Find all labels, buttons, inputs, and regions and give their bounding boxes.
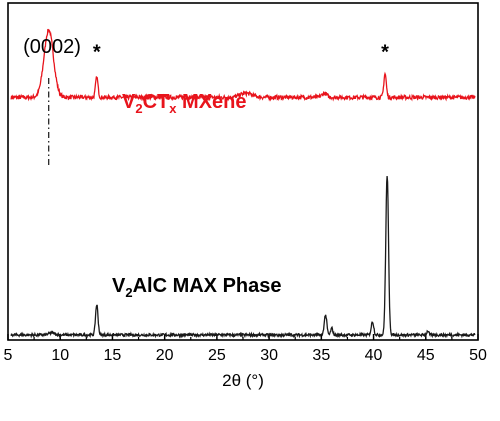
x-tick-label-25: 25 <box>208 347 226 364</box>
x-tick-label-10: 10 <box>51 347 69 364</box>
series-line-1 <box>10 175 476 339</box>
peak-marker-0-0: * <box>93 42 101 64</box>
x-tick-label-45: 45 <box>417 347 435 364</box>
x-axis-ticks: 5 10 15 20 25 30 35 40 45 50 <box>4 334 487 364</box>
series-layer: * * V2CTx MXene V2AlC MAX Phase <box>10 28 476 339</box>
peak-marker-0-1: * <box>381 42 389 64</box>
x-axis-label: 2θ (°) <box>222 371 264 390</box>
series-label-0: V2CTx MXene <box>122 91 247 116</box>
x-tick-label-20: 20 <box>156 347 174 364</box>
series-label-1: V2AlC MAX Phase <box>112 275 282 300</box>
x-tick-label-35: 35 <box>312 347 330 364</box>
x-tick-label-40: 40 <box>365 347 383 364</box>
x-tick-label-5: 5 <box>4 347 13 364</box>
x-tick-label-30: 30 <box>260 347 278 364</box>
x-tick-label-15: 15 <box>104 347 122 364</box>
annotation-label-0: (0002) <box>23 36 81 58</box>
series-line-0 <box>10 28 476 102</box>
x-tick-label-50: 50 <box>469 347 487 364</box>
annotation-layer: (0002) <box>23 36 81 168</box>
